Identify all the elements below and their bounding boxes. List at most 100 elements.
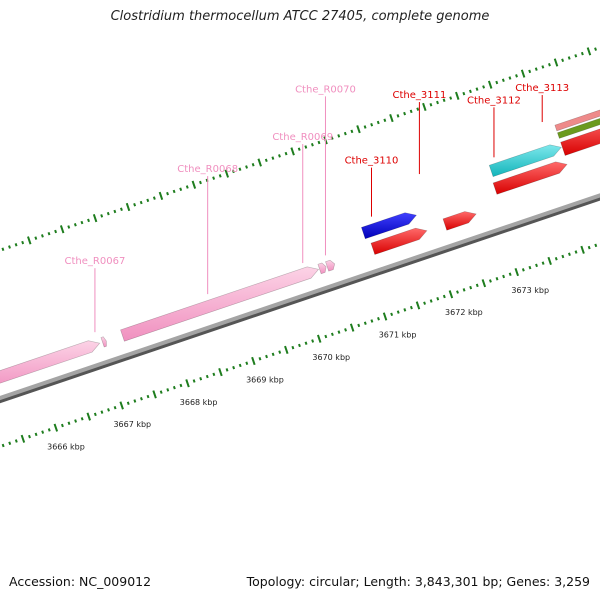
minor-tick xyxy=(199,180,202,185)
major-tick xyxy=(382,312,388,321)
minor-tick xyxy=(152,196,156,200)
cds-forward-arrow xyxy=(492,161,568,195)
minor-tick xyxy=(113,405,117,410)
rna-feature-arrow xyxy=(0,340,101,384)
minor-tick xyxy=(225,368,229,372)
minor-tick xyxy=(594,47,597,51)
kbp-tick-label: 3673 kbp xyxy=(511,286,549,295)
cds-forward-arrow xyxy=(557,118,600,139)
kbp-tick-label: 3671 kbp xyxy=(379,331,417,340)
minor-tick xyxy=(185,185,189,189)
major-tick xyxy=(580,245,585,254)
major-tick xyxy=(20,434,26,443)
minor-tick xyxy=(495,276,499,281)
feature-label: Cthe_3110 xyxy=(345,156,399,167)
minor-tick xyxy=(324,334,328,339)
minor-tick xyxy=(146,394,150,399)
minor-tick xyxy=(278,350,282,354)
minor-tick xyxy=(337,330,341,334)
minor-tick xyxy=(14,243,18,247)
minor-tick xyxy=(146,198,150,203)
minor-tick xyxy=(475,283,479,288)
minor-tick xyxy=(232,365,236,370)
minor-tick xyxy=(409,305,413,310)
minor-tick xyxy=(363,321,367,325)
minor-tick xyxy=(107,408,110,412)
minor-tick xyxy=(574,54,578,58)
map-title: Clostridium thermocellum ATCC 27405, com… xyxy=(110,9,490,24)
minor-tick xyxy=(515,74,518,78)
major-tick xyxy=(251,356,256,366)
minor-tick xyxy=(1,443,5,448)
cds-forward-arrow xyxy=(488,144,562,177)
minor-tick xyxy=(41,430,45,434)
minor-tick xyxy=(245,165,248,169)
minor-tick xyxy=(475,87,479,91)
minor-tick xyxy=(508,76,512,80)
minor-tick xyxy=(554,256,558,261)
minor-tick xyxy=(284,151,288,156)
minor-tick xyxy=(80,417,84,421)
minor-tick xyxy=(462,288,466,292)
cds-forward-arrow xyxy=(442,211,477,231)
feature-label-group: Cthe_R0068 xyxy=(177,164,238,295)
minor-tick xyxy=(199,377,203,381)
minor-tick xyxy=(535,263,538,268)
major-tick xyxy=(455,91,460,100)
major-tick xyxy=(257,158,262,167)
minor-tick xyxy=(271,352,275,357)
minor-tick xyxy=(304,145,308,149)
major-tick xyxy=(92,214,98,223)
major-tick xyxy=(520,69,526,78)
minor-tick xyxy=(251,163,255,167)
major-tick xyxy=(448,290,454,299)
minor-tick xyxy=(258,357,262,361)
minor-tick xyxy=(265,354,268,359)
minor-tick xyxy=(100,410,104,414)
minor-tick xyxy=(93,412,97,417)
minor-tick xyxy=(139,200,143,205)
minor-tick xyxy=(54,229,58,234)
minor-tick xyxy=(133,399,137,403)
minor-tick xyxy=(34,236,38,240)
feature-label-group: Cthe_3110 xyxy=(345,156,399,217)
minor-tick xyxy=(330,136,334,140)
major-tick xyxy=(356,125,361,134)
minor-tick xyxy=(528,69,532,74)
minor-tick xyxy=(140,397,143,401)
minor-tick xyxy=(1,247,5,251)
minor-tick xyxy=(126,401,130,405)
minor-tick xyxy=(14,439,18,443)
major-tick xyxy=(125,202,131,212)
minor-tick xyxy=(396,310,400,314)
minor-tick xyxy=(21,240,25,245)
minor-tick xyxy=(34,432,38,437)
feature-label-group: Cthe_3112 xyxy=(467,95,521,158)
minor-tick xyxy=(60,423,64,428)
minor-tick xyxy=(212,372,216,377)
minor-tick xyxy=(100,214,104,218)
minor-tick xyxy=(278,154,281,158)
kbp-tick-label: 3666 kbp xyxy=(47,443,85,452)
minor-tick xyxy=(106,211,110,216)
minor-tick xyxy=(436,100,439,105)
minor-tick xyxy=(205,374,209,379)
minor-tick xyxy=(179,383,183,388)
feature-label-group: Cthe_R0069 xyxy=(272,132,333,264)
minor-tick xyxy=(587,245,591,250)
kbp-tick-label: 3669 kbp xyxy=(246,375,284,384)
minor-tick xyxy=(291,345,295,350)
minor-tick xyxy=(74,419,78,423)
minor-tick xyxy=(271,156,275,160)
minor-tick xyxy=(541,65,545,69)
minor-tick xyxy=(370,319,374,323)
minor-tick xyxy=(508,272,512,277)
outer-tick-track xyxy=(1,47,597,251)
feature-label-group: Cthe_3113 xyxy=(515,83,569,123)
minor-tick xyxy=(501,78,505,83)
rna-feature-arrow xyxy=(325,259,336,272)
major-tick xyxy=(415,301,421,310)
minor-tick xyxy=(416,107,420,111)
minor-tick xyxy=(218,174,222,178)
